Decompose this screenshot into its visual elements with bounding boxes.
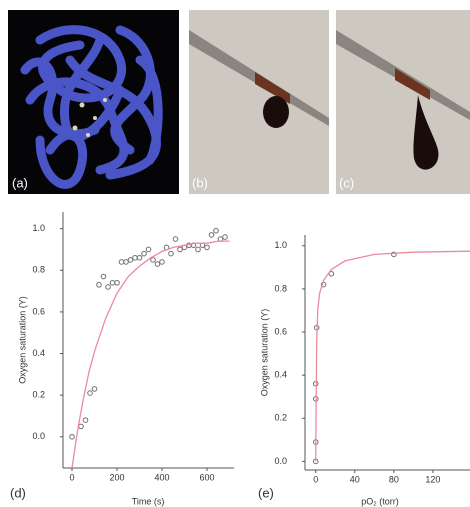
data-point — [223, 235, 228, 240]
x-tick-label: 0 — [313, 474, 318, 484]
data-point — [142, 251, 147, 256]
y-axis-title: Oxygen saturation (Y) — [259, 309, 269, 397]
x-tick-label: 0 — [69, 472, 74, 482]
y-tick-label: 1.0 — [32, 223, 45, 233]
data-point — [133, 255, 138, 260]
x-tick-label: 200 — [109, 472, 124, 482]
x-tick-label: 120 — [425, 474, 440, 484]
panel-label: (d) — [10, 485, 26, 500]
y-tick-label: 0.8 — [32, 265, 45, 275]
data-point — [214, 228, 219, 233]
data-point — [128, 258, 133, 263]
data-point — [110, 280, 115, 285]
data-point — [173, 237, 178, 242]
figure: (a) (b) (c) 0.00.20.40.60.81.00200400600… — [0, 0, 470, 507]
panel-label: (a) — [12, 175, 28, 190]
y-tick-label: 0.0 — [32, 431, 45, 441]
data-point — [119, 260, 124, 265]
x-axis-title: pO₂ (torr) — [361, 496, 399, 506]
x-tick-label: 600 — [199, 472, 214, 482]
y-tick-label: 0.6 — [274, 326, 287, 336]
y-tick-label: 0.0 — [274, 456, 287, 466]
data-point — [146, 247, 151, 252]
data-point — [97, 283, 102, 288]
x-tick-label: 40 — [350, 474, 360, 484]
data-point — [178, 247, 183, 252]
y-tick-label: 0.8 — [274, 283, 287, 293]
x-tick-label: 80 — [389, 474, 399, 484]
data-point — [115, 280, 120, 285]
data-point — [124, 260, 129, 265]
data-point — [88, 391, 93, 396]
data-point — [79, 424, 84, 429]
data-point — [209, 233, 214, 238]
y-tick-label: 0.2 — [274, 413, 287, 423]
y-tick-label: 0.4 — [274, 370, 287, 380]
data-point — [151, 258, 156, 263]
y-axis-title: Oxygen saturation (Y) — [17, 296, 27, 384]
data-point — [106, 285, 111, 290]
data-point — [155, 262, 160, 267]
data-point — [101, 274, 106, 279]
data-point — [169, 251, 174, 256]
y-tick-label: 0.6 — [32, 306, 45, 316]
x-axis-title: Time (s) — [132, 496, 165, 506]
x-tick-label: 400 — [154, 472, 169, 482]
data-point — [137, 255, 142, 260]
fit-line — [72, 241, 230, 468]
data-point — [196, 247, 201, 252]
panel-label: (c) — [339, 175, 354, 190]
y-tick-label: 0.2 — [32, 390, 45, 400]
data-point — [70, 434, 75, 439]
fit-line — [316, 251, 470, 461]
photo-b — [189, 10, 329, 194]
data-point — [205, 245, 210, 250]
drop — [263, 96, 289, 128]
panel-label: (b) — [192, 175, 208, 190]
page: (a) (b) (c) 0.00.20.40.60.81.00200400600… — [0, 0, 470, 507]
y-tick-label: 1.0 — [274, 240, 287, 250]
y-tick-label: 0.4 — [32, 348, 45, 358]
data-point — [92, 387, 97, 392]
data-point — [83, 418, 88, 423]
panel-label: (e) — [258, 485, 274, 500]
data-point — [160, 260, 165, 265]
